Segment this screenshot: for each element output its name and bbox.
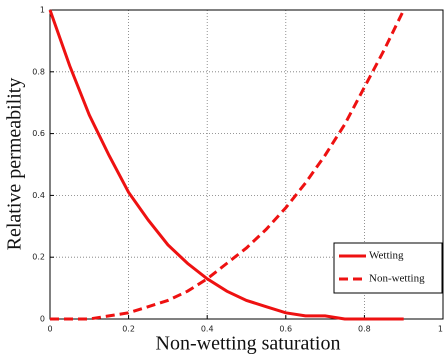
- plot-frame: [49, 9, 444, 320]
- x-tick-label: 0.6: [279, 325, 292, 334]
- y-tick-label: 0.4: [32, 191, 45, 200]
- y-tick-label: 0.8: [32, 67, 45, 76]
- legend-label: Non-wetting: [369, 273, 425, 285]
- y-tick-label: 1: [40, 6, 45, 15]
- y-tick-label: 0.6: [32, 129, 45, 138]
- x-tick-label: 0.8: [358, 325, 371, 334]
- x-tick-label: 0.2: [122, 325, 135, 334]
- legend-label: Wetting: [369, 250, 404, 262]
- x-tick-label: 0.4: [201, 325, 214, 334]
- y-tick-label: 0: [40, 315, 45, 324]
- y-tick-label: 0.2: [32, 253, 45, 262]
- x-tick-label: 1: [438, 325, 443, 334]
- y-axis-label: Relative permeability: [4, 78, 26, 251]
- x-axis-label: Non-wetting saturation: [156, 333, 341, 355]
- series-line: [50, 9, 406, 321]
- series-line: [48, 9, 404, 321]
- x-tick-label: 0: [47, 325, 52, 334]
- legend-box: [333, 242, 443, 294]
